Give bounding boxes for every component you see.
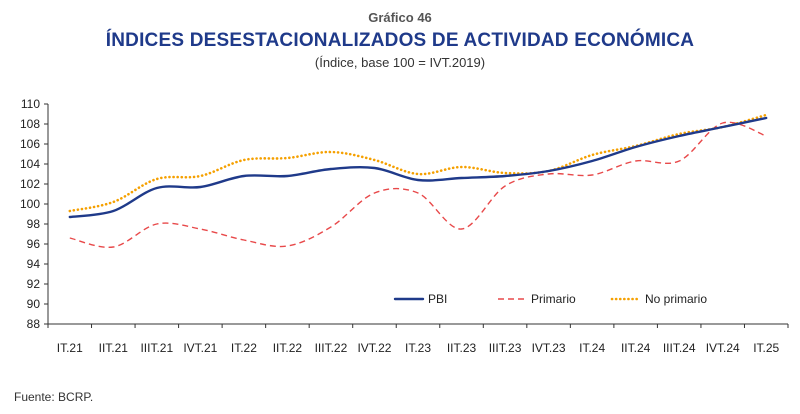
x-tick-label: IVT.24 (706, 341, 740, 355)
y-tick-label: 94 (27, 257, 41, 271)
y-tick-label: 88 (27, 317, 41, 331)
legend-label-no-primario: No primario (645, 292, 707, 306)
x-tick-label: IVT.23 (532, 341, 566, 355)
y-tick-label: 110 (21, 97, 40, 111)
chart-overline: Gráfico 46 (368, 10, 432, 25)
legend-label-pbi: PBI (428, 292, 447, 306)
y-tick-label: 106 (20, 137, 40, 151)
chart-legend: PBI Primario No primario (393, 292, 707, 306)
chart-title: ÍNDICES DESESTACIONALIZADOS DE ACTIVIDAD… (105, 30, 695, 51)
legend-label-primario: Primario (531, 292, 576, 306)
x-tick-label: IT.21 (57, 341, 83, 355)
x-tick-label: IT.25 (753, 341, 779, 355)
series-line-pbi (68, 116, 768, 219)
y-tick-label: 96 (27, 237, 41, 251)
x-tick-label: IVT.22 (357, 341, 391, 355)
y-tick-label: 90 (27, 297, 41, 311)
x-tick-label: IIT.24 (621, 341, 651, 355)
x-tick-label: IT.24 (579, 341, 605, 355)
y-tick-label: 92 (27, 277, 41, 291)
x-tick-label: IT.23 (405, 341, 431, 355)
y-tick-label: 108 (20, 117, 40, 131)
x-tick-label: IIIT.23 (489, 341, 522, 355)
chart-subtitle: (Índice, base 100 = IVT.2019) (314, 55, 486, 70)
series-line-no-primario (68, 113, 768, 213)
x-tick-label: IIT.23 (447, 341, 477, 355)
x-tick-label: IIIT.22 (315, 341, 348, 355)
chart-axes: 88 90 92 94 96 98 100 102 104 106 108 110 IT.21 IIT.2… (20, 97, 789, 355)
x-tick-label: IIIT.21 (140, 341, 173, 355)
series-line-primario (69, 121, 767, 249)
y-tick-label: 102 (20, 177, 40, 191)
source-note: Fuente: BCRP. (14, 390, 94, 404)
x-tick-label: IIT.21 (99, 341, 129, 355)
y-tick-label: 98 (27, 217, 41, 231)
x-tick-label: IIT.22 (273, 341, 303, 355)
y-tick-label: 104 (20, 157, 40, 171)
y-tick-label: 100 (20, 197, 40, 211)
chart-series (68, 113, 768, 249)
x-tick-label: IIIT.24 (663, 341, 696, 355)
x-tick-label: IT.22 (231, 341, 257, 355)
x-tick-label: IVT.21 (183, 341, 217, 355)
